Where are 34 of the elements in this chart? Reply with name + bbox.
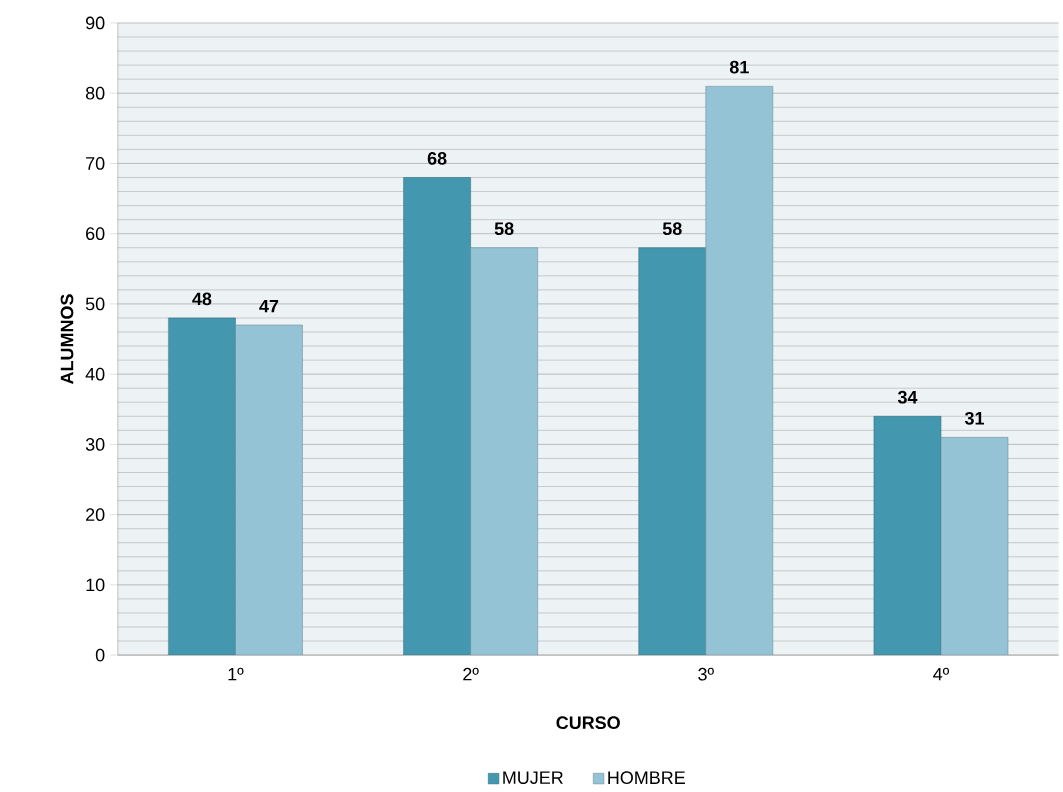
x-tick-label: 2º (463, 667, 479, 681)
y-tick-label: 60 (86, 227, 105, 241)
x-axis-title: CURSO (556, 716, 620, 730)
bar (168, 317, 236, 656)
legend-label: HOMBRE (608, 771, 685, 785)
data-label: 81 (729, 60, 749, 74)
data-label: 31 (964, 411, 984, 425)
bar (873, 416, 942, 656)
data-label: 34 (897, 390, 918, 404)
bar (705, 85, 774, 656)
bar (235, 324, 303, 656)
y-tick-label: 40 (85, 367, 105, 381)
x-tick-label: 3º (698, 667, 714, 681)
legend-label: MUJER (503, 771, 563, 784)
data-label: 58 (494, 222, 514, 236)
data-label: 47 (259, 299, 279, 313)
y-axis-title: ALUMNOS (60, 294, 74, 385)
x-tick-label: 4º (933, 667, 950, 681)
y-tick-label: 10 (86, 578, 105, 592)
y-tick-label: 30 (85, 438, 105, 451)
y-tick-label: 0 (95, 648, 105, 662)
bar (940, 437, 1009, 656)
bar (638, 247, 707, 656)
data-label: 68 (427, 152, 447, 165)
bar (403, 177, 471, 656)
y-tick-label: 20 (86, 508, 105, 522)
data-label: 58 (662, 222, 682, 236)
y-tick-label: 80 (85, 86, 105, 100)
x-tick-label: 1º (228, 667, 244, 681)
data-label: 48 (192, 292, 212, 306)
y-tick-label: 50 (85, 297, 105, 311)
y-tick-label: 90 (86, 16, 105, 30)
bar (470, 247, 538, 656)
y-tick-label: 70 (86, 157, 105, 170)
